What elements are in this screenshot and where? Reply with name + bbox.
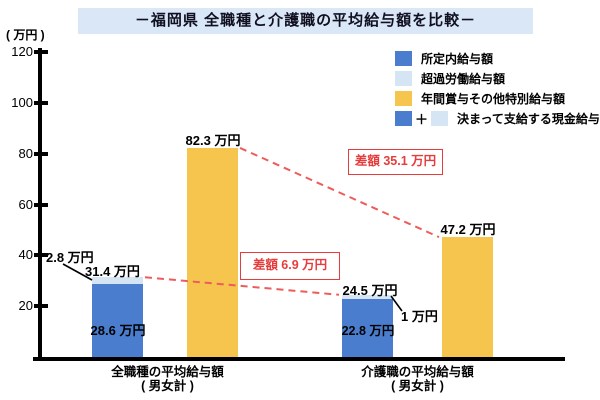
legend-label: 所定内給与額 xyxy=(421,51,494,66)
y-tick-label-100: 100 xyxy=(11,95,33,110)
x-label-all-occupations: 全職種の平均給与額 ( 男女計 ) xyxy=(65,365,270,393)
bar-bonus-pay-group0 xyxy=(187,147,238,357)
diff-box-bonus: 差額 35.1 万円 xyxy=(348,149,443,175)
legend-swatch-blue xyxy=(395,110,412,126)
bar-overtime-pay-group0 xyxy=(92,277,143,285)
legend-label: 決まって支給する現金給与額 xyxy=(457,111,600,126)
legend-swatch-yellow xyxy=(395,90,412,106)
value-label-all-fixed: 28.6 万円 xyxy=(90,323,146,338)
value-label-care-bonus: 47.2 万円 xyxy=(440,222,496,237)
bar-bonus-pay-group1 xyxy=(442,237,493,357)
legend-item-fixed-pay: 所定内給与額 xyxy=(395,48,600,68)
legend-item-bonus-pay: 年間賞与その他特別給与額 xyxy=(395,88,600,108)
x-label-line2: ( 男女計 ) xyxy=(391,379,444,393)
value-label-care-cash-total: 24.5 万円 xyxy=(342,283,398,298)
legend-swatch-blue xyxy=(395,50,412,66)
y-tick-label-20: 20 xyxy=(18,298,33,314)
legend-item-overtime-pay: 超過労働給与額 xyxy=(395,68,600,88)
value-label-all-cash-total: 31.4 万円 xyxy=(85,264,140,279)
y-axis-unit-label: ( 万円 ) xyxy=(6,28,45,42)
legend-swatch-lightblue xyxy=(431,110,449,126)
diff-box-cash: 差額 6.9 万円 xyxy=(240,252,340,280)
y-tick-label-120: 120 xyxy=(11,44,33,60)
legend-swatch-lightblue xyxy=(395,70,412,86)
legend-label: 超過労働給与額 xyxy=(421,71,506,86)
y-tick-label-40: 40 xyxy=(18,247,33,263)
bar-fixed-pay-group0 xyxy=(92,284,143,357)
y-tick-label-80: 80 xyxy=(18,145,33,161)
x-axis-line xyxy=(33,357,565,361)
value-label-care-overtime: 1 万円 xyxy=(401,309,438,324)
legend: 所定内給与額 超過労働給与額 年間賞与その他特別給与額 ＋ 決まって支給する現金… xyxy=(395,48,600,128)
bar-overtime-pay-group1 xyxy=(342,294,393,300)
value-label-all-bonus: 82.3 万円 xyxy=(185,133,241,148)
y-axis-line xyxy=(38,48,42,361)
y-tick-label-60: 60 xyxy=(18,196,33,212)
value-label-care-fixed: 22.8 万円 xyxy=(341,324,395,338)
legend-item-cash-pay: ＋ 決まって支給する現金給与額 xyxy=(395,108,600,128)
plus-sign: ＋ xyxy=(415,111,429,127)
bar-fixed-pay-group1 xyxy=(342,299,393,357)
x-label-care-workers: 介護職の平均給与額 ( 男女計 ) xyxy=(315,365,520,393)
x-label-line1: 介護職の平均給与額 xyxy=(361,365,474,379)
chart-title: －福岡県 全職種と介護職の平均給与額を比較－ xyxy=(78,8,533,34)
x-label-line2: ( 男女計 ) xyxy=(141,379,194,393)
legend-label: 年間賞与その他特別給与額 xyxy=(421,91,566,106)
value-label-all-overtime: 2.8 万円 xyxy=(46,250,94,265)
x-label-line1: 全職種の平均給与額 xyxy=(111,365,224,379)
